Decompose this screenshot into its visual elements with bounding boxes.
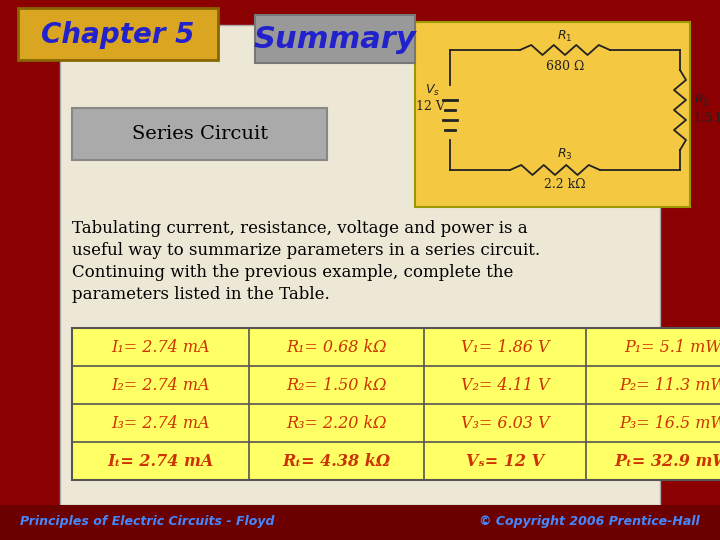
Text: © Copyright 2006 Prentice-Hall: © Copyright 2006 Prentice-Hall bbox=[480, 516, 700, 529]
Text: Rₜ= 4.38 kΩ: Rₜ= 4.38 kΩ bbox=[282, 453, 390, 469]
Text: Series Circuit: Series Circuit bbox=[132, 125, 268, 143]
Text: V₁= 1.86 V: V₁= 1.86 V bbox=[461, 339, 549, 355]
Bar bbox=[0, 505, 720, 540]
Text: $R_1$: $R_1$ bbox=[557, 29, 572, 44]
Text: Pₜ= 32.9 mW: Pₜ= 32.9 mW bbox=[615, 453, 720, 469]
Text: parameters listed in the Table.: parameters listed in the Table. bbox=[72, 286, 330, 303]
Text: P₃= 16.5 mW: P₃= 16.5 mW bbox=[619, 415, 720, 431]
Text: Continuing with the previous example, complete the: Continuing with the previous example, co… bbox=[72, 264, 513, 281]
Bar bbox=[415, 22, 690, 207]
Text: I₁= 2.74 mA: I₁= 2.74 mA bbox=[112, 339, 210, 355]
Text: $V_s$: $V_s$ bbox=[425, 83, 439, 98]
Text: useful way to summarize parameters in a series circuit.: useful way to summarize parameters in a … bbox=[72, 242, 540, 259]
Text: R₂= 1.50 kΩ: R₂= 1.50 kΩ bbox=[287, 376, 387, 394]
Text: 1.5 kΩ: 1.5 kΩ bbox=[694, 111, 720, 125]
FancyBboxPatch shape bbox=[18, 8, 218, 60]
Text: V₃= 6.03 V: V₃= 6.03 V bbox=[461, 415, 549, 431]
Text: $R_3$: $R_3$ bbox=[557, 146, 573, 161]
FancyBboxPatch shape bbox=[255, 15, 415, 63]
FancyBboxPatch shape bbox=[60, 25, 660, 505]
Text: I₃= 2.74 mA: I₃= 2.74 mA bbox=[112, 415, 210, 431]
Text: Principles of Electric Circuits - Floyd: Principles of Electric Circuits - Floyd bbox=[20, 516, 274, 529]
Text: 2.2 kΩ: 2.2 kΩ bbox=[544, 179, 586, 192]
Text: $R_2$: $R_2$ bbox=[694, 92, 709, 107]
Text: P₂= 11.3 mW: P₂= 11.3 mW bbox=[619, 376, 720, 394]
Text: R₁= 0.68 kΩ: R₁= 0.68 kΩ bbox=[287, 339, 387, 355]
Text: 12 V: 12 V bbox=[415, 100, 444, 113]
Text: I₂= 2.74 mA: I₂= 2.74 mA bbox=[112, 376, 210, 394]
Bar bbox=[72, 328, 720, 480]
Text: Vₛ= 12 V: Vₛ= 12 V bbox=[466, 453, 544, 469]
Text: Iₜ= 2.74 mA: Iₜ= 2.74 mA bbox=[107, 453, 214, 469]
Text: Summary: Summary bbox=[253, 24, 416, 53]
Text: Chapter 5: Chapter 5 bbox=[41, 21, 194, 49]
Text: V₂= 4.11 V: V₂= 4.11 V bbox=[461, 376, 549, 394]
Text: R₃= 2.20 kΩ: R₃= 2.20 kΩ bbox=[287, 415, 387, 431]
FancyBboxPatch shape bbox=[72, 108, 327, 160]
Text: 680 Ω: 680 Ω bbox=[546, 59, 584, 72]
Text: Tabulating current, resistance, voltage and power is a: Tabulating current, resistance, voltage … bbox=[72, 220, 528, 237]
Text: P₁= 5.1 mW: P₁= 5.1 mW bbox=[624, 339, 720, 355]
